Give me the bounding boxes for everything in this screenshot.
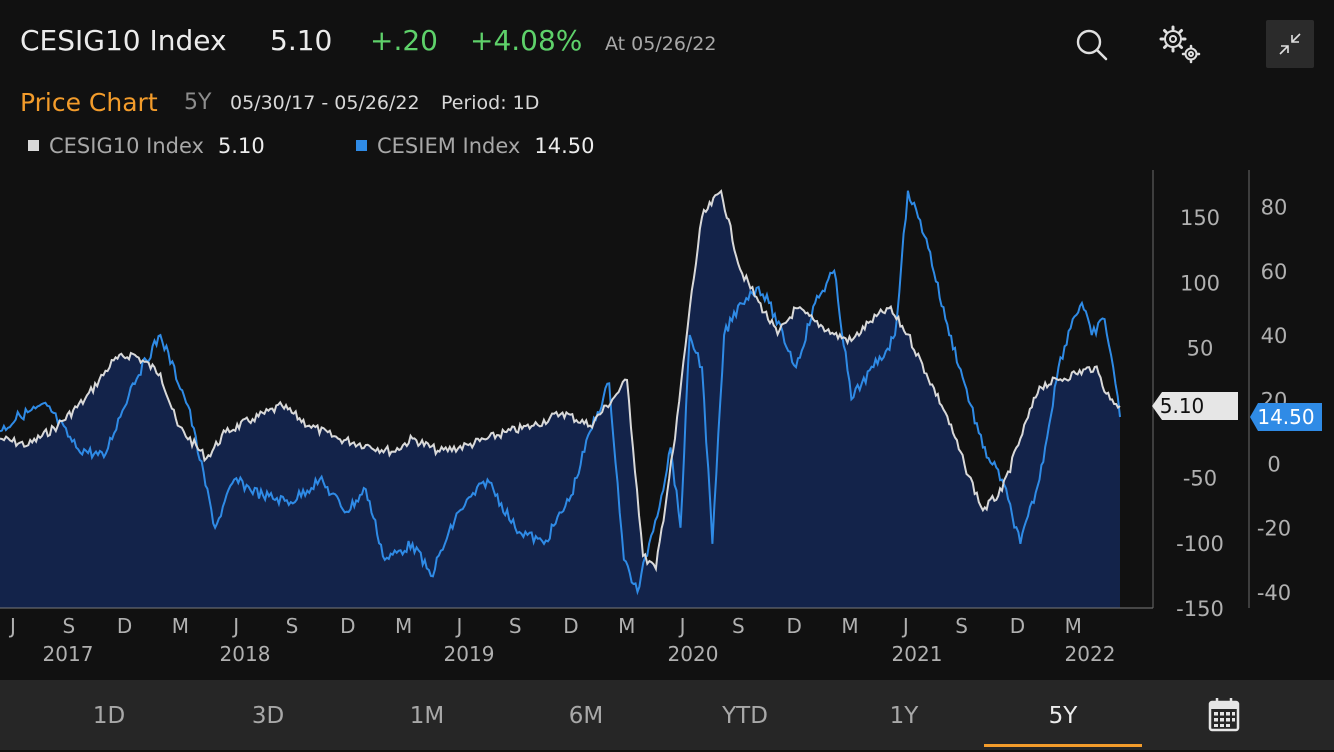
x-year-label: 2022 [1065, 642, 1116, 665]
calendar-button[interactable] [1204, 696, 1244, 736]
x-year-label: 2018 [220, 642, 271, 665]
left-axis-tick-label: 100 [1180, 271, 1220, 295]
x-year-label: 2021 [892, 642, 943, 665]
tab-ytd[interactable]: YTD [722, 703, 768, 729]
tab-1m[interactable]: 1M [409, 703, 445, 729]
cesiem-line [0, 190, 1121, 596]
x-month-tick-label: M [618, 614, 635, 638]
cesig10-tag-label: 5.10 [1160, 394, 1205, 418]
x-year-label: 2017 [43, 642, 94, 665]
legend-series-value: 5.10 [217, 134, 265, 158]
x-month-tick-label: D [786, 614, 801, 638]
search-button[interactable] [1068, 20, 1116, 68]
right-axis-tick-label: -40 [1257, 581, 1291, 605]
tab-3d[interactable]: 3D [251, 703, 285, 729]
legend-entry-cesiem: CESIEM Index 14.50 [356, 134, 594, 158]
x-month-tick-label: J [454, 614, 462, 638]
x-month-tick-label: M [172, 614, 189, 638]
legend-series-name: CESIEM Index [377, 134, 521, 158]
settings-button[interactable] [1155, 20, 1203, 68]
x-month-tick-label: S [509, 614, 522, 638]
x-month-tick-label: M [395, 614, 412, 638]
cesig10-line [0, 189, 1121, 573]
x-month-tick-label: J [231, 614, 239, 638]
percent-change: +4.08% [470, 24, 583, 57]
right-axis-tick-label: 40 [1261, 324, 1288, 348]
tab-5y[interactable]: 5Y [984, 680, 1142, 750]
left-axis-tick-label: -150 [1176, 597, 1224, 621]
chart-label: Price Chart [20, 88, 158, 117]
x-month-tick-label: M [1065, 614, 1082, 638]
tab-1y[interactable]: 1Y [889, 703, 919, 729]
x-month-tick-label: D [340, 614, 355, 638]
x-month-tick-label: D [563, 614, 578, 638]
x-month-tick-label: D [1010, 614, 1025, 638]
x-month-tick-label: S [732, 614, 745, 638]
legend-series-value: 14.50 [534, 134, 595, 158]
tag-bg [1152, 392, 1238, 421]
x-month-tick-label: S [62, 614, 75, 638]
gear-icon [1159, 25, 1201, 64]
cesiem-last-value-tag: 14.50 [1250, 402, 1322, 431]
x-year-label: 2020 [668, 642, 719, 665]
range-label: 5Y [184, 90, 212, 115]
right-axis-tick-label: 60 [1261, 260, 1288, 284]
period-label: Period: 1D [441, 92, 540, 114]
tab-6m[interactable]: 6M [568, 703, 604, 729]
date-range: 05/30/17 - 05/26/22 [230, 92, 420, 114]
header: CESIG10 Index 5.10 +.20 +4.08% At 05/26/… [0, 0, 1334, 80]
collapse-icon [1279, 33, 1301, 55]
legend-series-name: CESIG10 Index [49, 134, 204, 158]
calendar-icon [1208, 698, 1240, 732]
cesiem-tag-label: 14.50 [1257, 405, 1314, 429]
tag-bg [1250, 402, 1322, 431]
x-month-tick-label: S [955, 614, 968, 638]
x-month-tick-label: J [901, 614, 909, 638]
right-axis-tick-label: 0 [1267, 453, 1280, 477]
cesig10-last-value-tag: 5.10 [1152, 392, 1238, 421]
collapse-button[interactable] [1266, 20, 1314, 68]
tab-1d[interactable]: 1D [92, 703, 126, 729]
x-month-tick-label: J [678, 614, 686, 638]
right-axis-tick-label: 80 [1261, 196, 1288, 220]
x-month-tick-label: S [286, 614, 299, 638]
range-tab-bar: 1D 3D 1M 6M YTD 1Y 5Y [0, 680, 1334, 750]
x-month-tick-label: J [8, 614, 16, 638]
legend-swatch [28, 140, 39, 151]
x-month-tick-label: D [117, 614, 132, 638]
x-year-label: 2019 [444, 642, 495, 665]
left-axis-tick-label: 50 [1187, 336, 1214, 360]
legend-swatch [356, 140, 367, 151]
left-axis-tick-label: -50 [1183, 467, 1217, 491]
left-axis-tick-label: -100 [1176, 532, 1224, 556]
legend-entry-cesig10: CESIG10 Index 5.10 [28, 134, 265, 158]
as-of-date: At 05/26/22 [605, 33, 717, 55]
net-change: +.20 [370, 24, 438, 57]
left-axis-tick-label: 150 [1180, 206, 1220, 230]
x-month-tick-label: M [841, 614, 858, 638]
search-icon [1076, 29, 1108, 61]
security-title: CESIG10 Index [20, 24, 227, 57]
cesig10-area [0, 191, 1120, 608]
right-axis-tick-label: -20 [1257, 517, 1291, 541]
last-price: 5.10 [270, 24, 333, 57]
